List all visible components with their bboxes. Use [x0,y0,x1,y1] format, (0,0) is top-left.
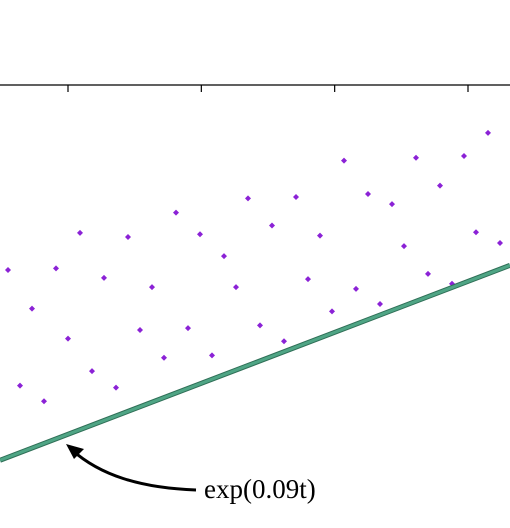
scatter-point [53,265,59,272]
scatter-point [413,154,419,161]
scatter-point [425,270,431,277]
annotation-arrow [71,448,197,492]
scatter-point [233,284,239,291]
scatter-point [65,335,71,342]
scatter-point [353,285,359,292]
annotation: exp(0.09t) [204,474,316,504]
scatter-point [137,326,143,333]
plot-area [0,129,510,463]
scatter-point [461,153,467,160]
scatter-point [221,253,227,260]
scatter-point [293,194,299,201]
scatter-point [401,243,407,250]
scatter-point [113,384,119,391]
scatter-point [485,129,491,136]
scatter-point [185,325,191,332]
trend-line [0,263,510,462]
scatter-point [29,305,35,312]
scatter-point [305,276,311,283]
scatter-point [17,382,23,389]
scatter-point [41,398,47,405]
scatter-point [125,233,131,240]
scatter-point [317,232,323,239]
scatter-point [149,284,155,291]
scatter-point [329,308,335,315]
scatter-point [89,368,95,375]
scatter-point [377,301,383,308]
scatter-point [473,229,479,236]
scatter-point [281,338,287,345]
arrow-head [66,444,84,459]
scatter-point [209,352,215,359]
scatter-point [77,229,83,236]
scatter-point [389,201,395,208]
scatter-point [101,274,107,281]
scatter-point [341,157,347,164]
scatter-point [245,195,251,202]
scatter-point [257,322,263,329]
scatter-point [437,182,443,189]
scatter-point [365,190,371,197]
scatter-point [173,209,179,216]
scatter-point [5,266,11,273]
scatter-point [161,354,167,361]
scatter-point [269,222,275,229]
scatter-point [197,231,203,238]
scatter-point [497,239,503,246]
